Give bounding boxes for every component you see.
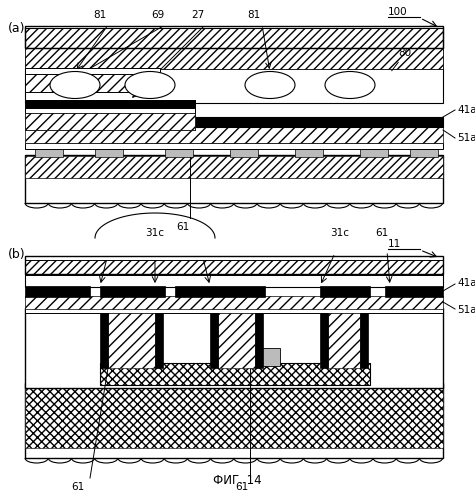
Bar xyxy=(25,68,443,103)
Bar xyxy=(25,388,443,448)
Bar xyxy=(25,296,443,309)
Bar xyxy=(328,313,360,368)
Bar xyxy=(25,72,160,92)
Text: ФИГ. 14: ФИГ. 14 xyxy=(213,474,261,487)
Text: 61: 61 xyxy=(236,482,248,492)
Bar xyxy=(100,363,370,385)
Bar xyxy=(100,363,370,385)
Bar xyxy=(295,148,323,157)
Text: 51a: 51a xyxy=(457,133,475,143)
Bar xyxy=(25,256,443,274)
Bar xyxy=(320,313,328,368)
Bar xyxy=(25,155,443,203)
Bar xyxy=(360,148,388,157)
Ellipse shape xyxy=(50,72,100,99)
Bar xyxy=(210,313,218,368)
Bar xyxy=(25,125,443,143)
Text: 61: 61 xyxy=(176,222,190,232)
Bar xyxy=(410,148,438,157)
Bar xyxy=(108,313,155,368)
Bar xyxy=(25,28,443,48)
Text: 41a: 41a xyxy=(457,105,475,115)
Text: 81: 81 xyxy=(247,10,261,20)
Bar xyxy=(320,286,370,297)
Bar xyxy=(25,143,443,149)
Bar xyxy=(100,286,165,297)
Bar xyxy=(150,117,443,127)
Text: 27: 27 xyxy=(191,10,205,20)
Bar xyxy=(25,274,443,287)
Bar xyxy=(25,308,443,313)
Bar xyxy=(218,313,255,368)
Ellipse shape xyxy=(125,72,175,99)
Bar xyxy=(255,313,263,368)
Bar xyxy=(25,108,195,113)
Ellipse shape xyxy=(245,72,295,99)
Bar xyxy=(25,68,160,74)
Bar xyxy=(360,313,368,368)
Bar xyxy=(25,113,195,130)
Bar xyxy=(385,286,443,297)
Bar xyxy=(25,47,443,69)
Bar xyxy=(25,286,90,297)
Text: 41a: 41a xyxy=(457,278,475,288)
Text: 80: 80 xyxy=(398,48,411,58)
Text: 81: 81 xyxy=(94,10,106,20)
Bar xyxy=(25,122,443,126)
Text: 69: 69 xyxy=(152,10,165,20)
Bar xyxy=(25,100,195,108)
Text: 31c: 31c xyxy=(331,228,350,238)
Bar xyxy=(25,260,443,275)
Bar xyxy=(230,148,258,157)
Bar xyxy=(25,156,443,178)
Text: 11: 11 xyxy=(388,239,401,249)
Bar xyxy=(25,383,443,458)
Bar xyxy=(25,100,195,130)
Text: 61: 61 xyxy=(71,482,85,492)
Text: 31c: 31c xyxy=(145,228,164,238)
Bar xyxy=(25,26,443,48)
Text: (b): (b) xyxy=(8,248,26,261)
Bar xyxy=(35,148,63,157)
Text: 61: 61 xyxy=(375,228,389,238)
Bar xyxy=(165,148,193,157)
Bar xyxy=(95,148,123,157)
Bar xyxy=(155,313,163,368)
Bar xyxy=(25,308,443,388)
Text: 51a: 51a xyxy=(457,305,475,315)
Ellipse shape xyxy=(325,72,375,99)
Bar xyxy=(100,313,108,368)
Bar xyxy=(215,348,280,366)
Text: 100: 100 xyxy=(388,7,408,17)
Text: (a): (a) xyxy=(8,22,26,35)
Bar xyxy=(175,286,265,297)
